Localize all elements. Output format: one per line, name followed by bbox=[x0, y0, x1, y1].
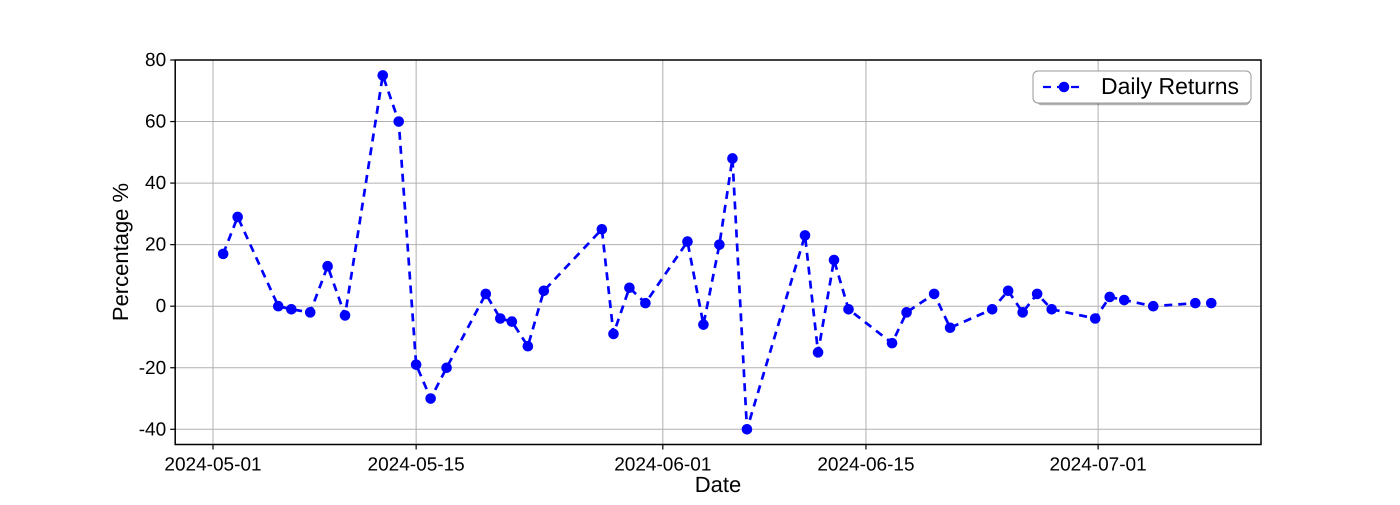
svg-text:40: 40 bbox=[145, 173, 166, 194]
svg-text:2024-05-15: 2024-05-15 bbox=[368, 455, 465, 476]
svg-text:Date: Date bbox=[695, 472, 741, 497]
svg-text:2024-06-15: 2024-06-15 bbox=[817, 455, 914, 476]
svg-text:80: 80 bbox=[145, 50, 166, 71]
svg-text:60: 60 bbox=[145, 112, 166, 133]
svg-text:-20: -20 bbox=[139, 358, 166, 379]
svg-text:Daily Returns: Daily Returns bbox=[1101, 73, 1239, 99]
svg-text:Percentage %: Percentage % bbox=[108, 183, 133, 321]
svg-text:-40: -40 bbox=[139, 419, 166, 440]
svg-text:20: 20 bbox=[145, 235, 166, 256]
svg-text:2024-05-01: 2024-05-01 bbox=[164, 455, 261, 476]
svg-text:2024-07-01: 2024-07-01 bbox=[1050, 455, 1147, 476]
svg-text:0: 0 bbox=[156, 296, 167, 317]
